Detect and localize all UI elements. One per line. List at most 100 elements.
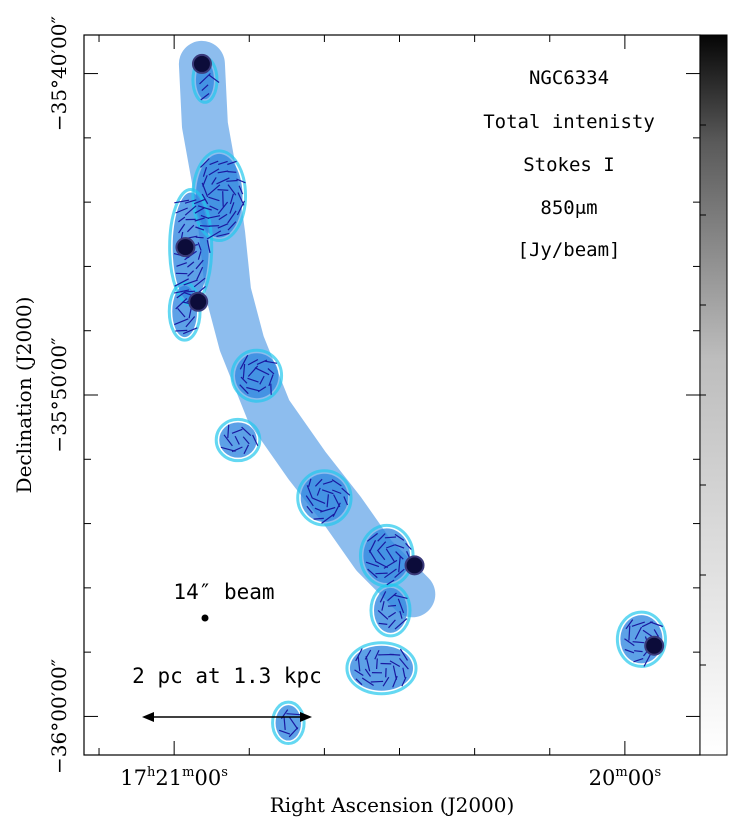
scalebar-arrow-left bbox=[142, 712, 154, 722]
polarization-vector bbox=[631, 621, 645, 627]
polarization-vector bbox=[231, 446, 243, 453]
polarization-vector bbox=[218, 160, 228, 165]
polarization-vector bbox=[197, 205, 212, 211]
polarization-vector bbox=[227, 160, 237, 166]
polarization-vector bbox=[331, 479, 342, 487]
polarization-vector bbox=[365, 561, 380, 568]
polarization-vector bbox=[247, 358, 259, 366]
polarization-vector bbox=[216, 177, 230, 185]
polarization-vector bbox=[200, 214, 210, 220]
polarization-vector bbox=[254, 367, 270, 376]
polarization-vector bbox=[184, 199, 197, 204]
polarization-vector bbox=[308, 478, 312, 487]
polarization-vector bbox=[201, 84, 209, 92]
polarization-vector bbox=[217, 189, 229, 191]
y-tick-labels: −35°40′00″ −35°50′00″ −36°00′00″ bbox=[47, 16, 71, 774]
polarization-vector bbox=[226, 179, 238, 182]
polarization-vector bbox=[366, 532, 378, 542]
compact-source bbox=[644, 635, 665, 656]
polarization-vector bbox=[216, 232, 230, 237]
polarization-vector bbox=[332, 502, 341, 517]
polarization-vector bbox=[174, 318, 189, 326]
polarization-vector bbox=[405, 542, 412, 550]
polarization-vector bbox=[227, 210, 237, 224]
polarization-vector bbox=[354, 669, 364, 677]
polarization-vector bbox=[642, 629, 653, 637]
polarization-vector bbox=[381, 600, 385, 611]
polarization-vector bbox=[211, 177, 217, 185]
polarization-vector bbox=[194, 217, 205, 222]
polarization-vector bbox=[283, 716, 286, 730]
polarization-vector bbox=[341, 487, 351, 496]
polarization-vector bbox=[634, 626, 643, 640]
polarization-vector bbox=[316, 487, 321, 496]
polarization-vector bbox=[365, 655, 371, 672]
intensity-contour bbox=[191, 149, 248, 242]
polarization-vector bbox=[222, 191, 224, 207]
polarization-vector bbox=[306, 485, 313, 499]
intensity-contour bbox=[369, 583, 412, 638]
colorbar-ticks bbox=[700, 124, 706, 666]
emission-clump bbox=[219, 422, 257, 458]
polarization-vector bbox=[278, 729, 291, 735]
title-quantity: Total intenisty bbox=[483, 111, 655, 133]
polarization-vector bbox=[399, 610, 403, 619]
polarization-vector bbox=[364, 668, 371, 677]
beam-label: 14″ beam bbox=[173, 580, 274, 604]
polarization-vector bbox=[194, 207, 205, 214]
polarization-vector bbox=[193, 277, 206, 288]
polarization-vector bbox=[208, 168, 220, 176]
polarization-vector bbox=[395, 551, 404, 560]
polarization-vector bbox=[207, 184, 221, 196]
polarization-vector bbox=[643, 653, 652, 667]
polarization-vector bbox=[401, 676, 407, 687]
emission-clump bbox=[275, 705, 302, 741]
polarization-vector bbox=[195, 236, 204, 239]
polarization-vector bbox=[384, 568, 397, 579]
polarization-vector bbox=[321, 513, 335, 524]
polarization-vector bbox=[394, 568, 405, 579]
polarization-vector bbox=[624, 648, 635, 654]
polarization-vector bbox=[374, 649, 380, 660]
y-tick-label: −36°00′00″ bbox=[47, 659, 71, 774]
polarization-vector bbox=[394, 594, 408, 599]
polarization-vector bbox=[361, 677, 374, 687]
polarization-vector bbox=[187, 261, 195, 268]
compact-sources bbox=[175, 53, 665, 656]
polarization-vector bbox=[206, 239, 211, 254]
polarization-vector bbox=[175, 329, 188, 332]
polarization-vector bbox=[355, 678, 363, 686]
polarization-vector bbox=[200, 93, 210, 101]
polarization-vector bbox=[243, 444, 250, 455]
polarization-vector bbox=[246, 386, 260, 392]
polarization-vector bbox=[368, 540, 377, 553]
polarization-vector bbox=[314, 507, 323, 512]
polarization-vector bbox=[247, 377, 259, 383]
polarization-vector bbox=[399, 648, 409, 661]
polarization-vector bbox=[217, 170, 229, 174]
polarization-vector bbox=[199, 225, 210, 227]
polarization-vector bbox=[370, 680, 384, 683]
polarization-vector bbox=[201, 182, 209, 198]
polarization-vector bbox=[649, 621, 664, 628]
polarization-vector bbox=[306, 505, 313, 514]
polarization-vector bbox=[217, 201, 229, 215]
polarization-vector bbox=[227, 171, 237, 173]
intensity-contour bbox=[271, 700, 306, 746]
compact-source bbox=[175, 237, 196, 258]
polarization-vector bbox=[399, 658, 409, 670]
polarization-vector bbox=[268, 374, 274, 387]
polarization-vector bbox=[314, 478, 323, 487]
scale-bar: 2 pc at 1.3 kpc bbox=[132, 664, 322, 722]
polarization-vector bbox=[628, 625, 631, 641]
polarization-vector bbox=[377, 533, 386, 542]
polarization-vector bbox=[207, 215, 221, 219]
polarization-vector bbox=[202, 167, 208, 177]
axis-ticks bbox=[84, 35, 701, 755]
polarization-vector bbox=[208, 196, 220, 202]
polarization-vector bbox=[387, 611, 397, 618]
title-wavelength: 850μm bbox=[540, 197, 597, 219]
polarization-vector bbox=[368, 549, 377, 562]
polarization-vector bbox=[196, 266, 204, 281]
scalebar-arrow-right bbox=[300, 712, 312, 722]
